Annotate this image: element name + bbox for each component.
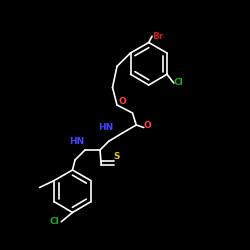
Text: HN: HN bbox=[69, 137, 84, 146]
Text: Cl: Cl bbox=[174, 78, 184, 87]
Text: O: O bbox=[119, 97, 126, 106]
Text: HN: HN bbox=[98, 123, 114, 132]
Text: Cl: Cl bbox=[50, 217, 60, 226]
Text: S: S bbox=[114, 152, 120, 161]
Text: Br: Br bbox=[152, 32, 164, 41]
Text: O: O bbox=[144, 120, 152, 130]
